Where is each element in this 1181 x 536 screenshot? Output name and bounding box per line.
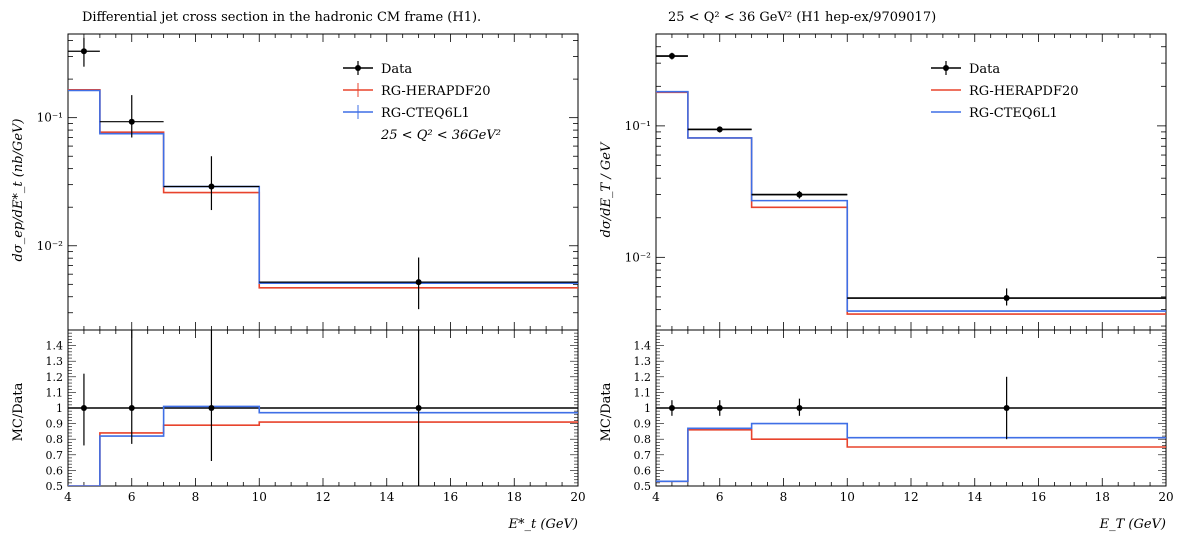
x-tick-label: 4 (64, 490, 72, 504)
ratio-data-point (668, 405, 675, 411)
x-tick-label: 8 (192, 490, 200, 504)
ratio-data-point (128, 405, 135, 411)
legend-extra-text: 25 < Q² < 36GeV² (380, 128, 501, 143)
ratio-tick-label: 1.4 (634, 340, 652, 353)
chart-title-left: Differential jet cross section in the ha… (82, 10, 481, 25)
x-tick-label: 8 (780, 490, 788, 504)
ratio-tick-label: 1 (56, 402, 63, 415)
x-tick-label: 20 (570, 490, 585, 504)
x-tick-label: 18 (507, 490, 522, 504)
legend-marker (943, 65, 949, 71)
ratio-hist-rg-cteq6l1 (656, 422, 1166, 483)
data-point (208, 183, 215, 190)
legend-right: Data RG-HERAPDF20 RG-CTEQ6L1 (931, 61, 1079, 121)
data-point (796, 191, 803, 198)
main-frame-left (67, 33, 579, 331)
main-series-left (68, 37, 578, 310)
legend-left: Data RG-HERAPDF20 RG-CTEQ6L1 25 < Q² < 36Ge… (343, 61, 501, 143)
ratio-tick-label: 1.1 (634, 386, 652, 399)
ratio-tick-label: 1.3 (46, 355, 64, 368)
ratio-data-point (80, 405, 87, 411)
legend-label: RG-HERAPDF20 (381, 84, 491, 99)
x-tick-label: 12 (315, 490, 330, 504)
y-tick-label: 10⁻² (37, 239, 64, 253)
ratio-hist-rg-herapdf20 (68, 421, 578, 486)
hist-rg-cteq6l1 (68, 89, 578, 285)
ratio-data-point (716, 405, 723, 411)
legend-label: RG-CTEQ6L1 (969, 106, 1058, 121)
x-axis-label-left: E*_t (GeV) (508, 517, 578, 532)
ratio-tick-label: 1 (644, 402, 651, 415)
x-axis-label-right: E_T (GeV) (1099, 517, 1166, 532)
y-axis-label-right: dσ/dE_T / GeV (599, 141, 614, 237)
legend-label: RG-CTEQ6L1 (381, 106, 470, 121)
x-tick-label: 4 (652, 490, 660, 504)
hist-rg-cteq6l1 (656, 90, 1166, 312)
ratio-tick-label: 0.8 (634, 433, 652, 446)
data-point (80, 48, 87, 55)
hist-rg-herapdf20 (68, 89, 578, 289)
x-tick-label: 14 (379, 490, 395, 504)
y-tick-label: 10⁻¹ (37, 111, 63, 125)
x-tick-label: 10 (840, 490, 855, 504)
x-tick-label: 16 (443, 490, 458, 504)
ratio-data-point (415, 405, 422, 411)
chart-title-right: 25 < Q² < 36 GeV² (H1 hep-ex/9709017) (668, 10, 936, 25)
ratio-data-point (796, 405, 803, 411)
ratio-tick-label: 1.2 (634, 371, 652, 384)
ratio-tick-label: 0.7 (634, 449, 652, 462)
hist-rg-herapdf20 (656, 91, 1166, 315)
legend-label: Data (381, 62, 412, 77)
ratio-series-left (68, 330, 578, 486)
plot-area-right: 4 6 8 10 12 14 16 18 20 10⁻¹ 10⁻² 0.5 0.6 0.7 0.8 0.9 1 1… (625, 33, 1174, 504)
ratio-tick-label: 0.7 (46, 449, 64, 462)
x-tick-label: 6 (716, 490, 724, 504)
x-tick-label: 10 (252, 490, 267, 504)
main-series-right (656, 52, 1166, 315)
x-tick-label: 14 (967, 490, 983, 504)
y-axis-label-left: dσ_ep/dE*_t (nb/GeV) (11, 119, 26, 262)
ratio-tick-label: 1.2 (46, 371, 64, 384)
plot-area-left: 4 6 8 10 12 14 16 18 20 10⁻¹ 10⁻² 0.5 0.6 0.7 0.8 0.9 1 1… (37, 33, 586, 504)
legend-marker (355, 65, 361, 71)
x-tick-label: 20 (1158, 490, 1173, 504)
ratio-data-point (1003, 405, 1010, 411)
data-point (716, 126, 723, 133)
ratio-tick-label: 0.9 (46, 418, 64, 431)
left-chart-panel: Differential jet cross section in the ha… (11, 10, 586, 532)
right-chart-panel: 25 < Q² < 36 GeV² (H1 hep-ex/9709017) dσ… (599, 10, 1174, 532)
data-point (128, 118, 135, 125)
ratio-tick-label: 0.5 (46, 480, 64, 493)
ratio-tick-label: 1.4 (46, 340, 64, 353)
data-point (1003, 295, 1010, 302)
x-tick-label: 6 (128, 490, 136, 504)
ratio-tick-label: 1.1 (46, 386, 64, 399)
data-point (668, 53, 675, 60)
ratio-tick-label: 0.5 (634, 480, 652, 493)
legend-label: Data (969, 62, 1000, 77)
y-tick-label: 10⁻¹ (625, 119, 651, 133)
x-tick-label: 18 (1095, 490, 1110, 504)
ratio-data-point (208, 405, 215, 411)
ratio-hist-rg-cteq6l1 (68, 405, 578, 486)
ratio-tick-label: 1.3 (634, 355, 652, 368)
ratio-y-axis-label-right: MC/Data (599, 382, 614, 441)
ratio-tick-label: 0.9 (634, 418, 652, 431)
main-frame-right (655, 33, 1167, 331)
ratio-tick-label: 0.6 (46, 464, 64, 477)
ratio-tick-label: 0.8 (46, 433, 64, 446)
x-tick-label: 12 (903, 490, 918, 504)
legend-label: RG-HERAPDF20 (969, 84, 1079, 99)
ratio-tick-label: 0.6 (634, 464, 652, 477)
x-tick-label: 16 (1031, 490, 1046, 504)
ratio-series-right (656, 376, 1166, 483)
y-tick-label: 10⁻² (625, 250, 652, 264)
data-point (415, 279, 422, 286)
ratio-y-axis-label-left: MC/Data (11, 382, 26, 441)
